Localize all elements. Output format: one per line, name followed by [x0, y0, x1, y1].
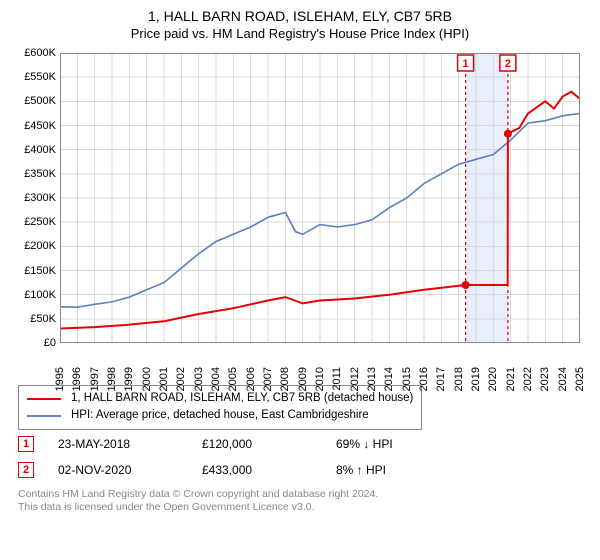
- x-tick-label: 2019: [470, 367, 482, 391]
- x-tick-label: 2000: [141, 367, 153, 391]
- sale-date: 23-MAY-2018: [58, 437, 178, 451]
- x-tick-label: 2020: [487, 367, 499, 391]
- y-tick-label: £100K: [24, 289, 56, 301]
- sale-date: 02-NOV-2020: [58, 463, 178, 477]
- x-tick-label: 1997: [89, 367, 101, 391]
- y-tick-label: £400K: [24, 144, 56, 156]
- x-tick-label: 2001: [158, 367, 170, 391]
- sale-row: 1 23-MAY-2018 £120,000 69% ↓ HPI: [18, 436, 586, 452]
- plot: 12: [60, 53, 580, 343]
- y-tick-label: £250K: [24, 216, 56, 228]
- legend: 1, HALL BARN ROAD, ISLEHAM, ELY, CB7 5RB…: [18, 385, 422, 430]
- y-tick-label: £550K: [24, 71, 56, 83]
- x-tick-label: 1996: [71, 367, 83, 391]
- x-tick-label: 2012: [349, 367, 361, 391]
- x-tick-label: 2015: [401, 367, 413, 391]
- x-tick-label: 2016: [418, 367, 430, 391]
- sale-price: £433,000: [202, 463, 312, 477]
- x-tick-label: 2025: [574, 367, 586, 391]
- sale-price: £120,000: [202, 437, 312, 451]
- y-tick-label: £0: [44, 337, 56, 349]
- sale-badge: 2: [18, 462, 34, 478]
- chart-subtitle: Price paid vs. HM Land Registry's House …: [12, 26, 588, 41]
- x-tick-label: 2008: [279, 367, 291, 391]
- legend-swatch-paid: [27, 398, 61, 400]
- y-tick-label: £150K: [24, 265, 56, 277]
- x-tick-label: 1999: [123, 367, 135, 391]
- chart-area: £0 £50K £100K £150K £200K £250K £300K £350K £400…: [12, 49, 588, 379]
- legend-label-paid: 1, HALL BARN ROAD, ISLEHAM, ELY, CB7 5RB…: [71, 390, 413, 407]
- x-tick-label: 2010: [314, 367, 326, 391]
- y-tick-label: £450K: [24, 120, 56, 132]
- legend-row-paid: 1, HALL BARN ROAD, ISLEHAM, ELY, CB7 5RB…: [27, 390, 413, 407]
- y-tick-label: £300K: [24, 192, 56, 204]
- x-tick-label: 2004: [210, 367, 222, 391]
- legend-swatch-hpi: [27, 415, 61, 417]
- y-tick-label: £350K: [24, 168, 56, 180]
- x-tick-label: 1995: [54, 367, 66, 391]
- x-tick-label: 2021: [505, 367, 517, 391]
- sale-row: 2 02-NOV-2020 £433,000 8% ↑ HPI: [18, 462, 586, 478]
- y-axis-labels: £0£50K£100K£150K£200K£250K£300K£350K£400…: [12, 53, 58, 343]
- svg-text:1: 1: [463, 58, 469, 70]
- footnote-line: Contains HM Land Registry data © Crown c…: [18, 488, 586, 502]
- y-tick-label: £200K: [24, 240, 56, 252]
- x-tick-label: 2009: [297, 367, 309, 391]
- x-tick-label: 2005: [227, 367, 239, 391]
- chart-title: 1, HALL BARN ROAD, ISLEHAM, ELY, CB7 5RB: [12, 8, 588, 24]
- x-tick-label: 2013: [366, 367, 378, 391]
- x-tick-label: 2006: [245, 367, 257, 391]
- legend-label-hpi: HPI: Average price, detached house, East…: [71, 407, 369, 424]
- x-tick-label: 2023: [539, 367, 551, 391]
- y-tick-label: £50K: [30, 313, 56, 325]
- x-tick-label: 2002: [175, 367, 187, 391]
- sale-delta: 8% ↑ HPI: [336, 463, 456, 477]
- x-tick-label: 2003: [193, 367, 205, 391]
- x-tick-label: 1998: [106, 367, 118, 391]
- x-tick-label: 2022: [522, 367, 534, 391]
- x-tick-label: 2024: [557, 367, 569, 391]
- x-axis-labels: 1995199619971998199920002001200220032004…: [60, 345, 580, 379]
- y-tick-label: £600K: [24, 47, 56, 59]
- sale-delta: 69% ↓ HPI: [336, 437, 456, 451]
- x-tick-label: 2014: [383, 367, 395, 391]
- x-tick-label: 2011: [331, 367, 343, 391]
- footnote-line: This data is licensed under the Open Gov…: [18, 501, 586, 515]
- legend-row-hpi: HPI: Average price, detached house, East…: [27, 407, 413, 424]
- sales-list: 1 23-MAY-2018 £120,000 69% ↓ HPI 2 02-NO…: [18, 436, 586, 478]
- sale-badge: 1: [18, 436, 34, 452]
- x-tick-label: 2017: [435, 367, 447, 391]
- svg-text:2: 2: [505, 58, 511, 70]
- y-tick-label: £500K: [24, 95, 56, 107]
- footnote: Contains HM Land Registry data © Crown c…: [18, 488, 586, 515]
- x-tick-label: 2018: [453, 367, 465, 391]
- x-tick-label: 2007: [262, 367, 274, 391]
